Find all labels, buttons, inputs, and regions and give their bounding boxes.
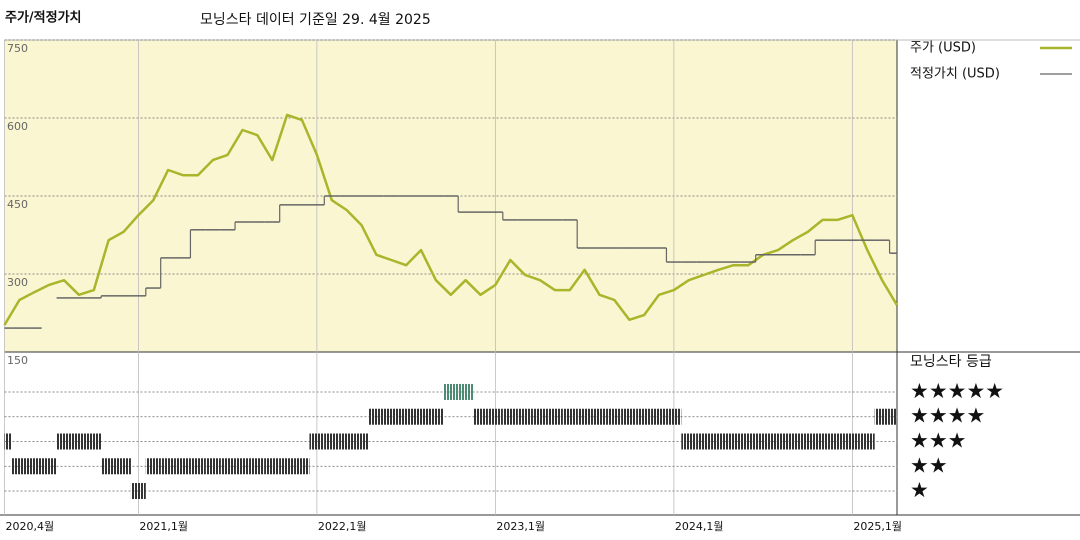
rating-bar (844, 433, 860, 450)
rating-bar (354, 433, 369, 450)
legend-label: 적정가치 (USD) (910, 67, 1000, 82)
rating-bar (279, 458, 295, 475)
x-tick-label: 2025,1월 (853, 520, 902, 533)
rating-bar (830, 433, 845, 450)
rating-label: ★★★ (910, 429, 966, 453)
rating-bar (606, 408, 622, 425)
rating-bar (11, 458, 27, 475)
rating-bar (294, 458, 310, 475)
rating-bar (502, 408, 518, 425)
rating-bar (696, 433, 712, 450)
rating-bar (428, 408, 444, 425)
rating-bar (309, 433, 325, 450)
rating-bar (26, 458, 42, 475)
rating-bar (443, 383, 459, 400)
rating-bar (874, 408, 890, 425)
rating-bar (621, 408, 637, 425)
rating-bar (4, 433, 12, 450)
rating-bar (636, 408, 652, 425)
rating-bar (770, 433, 786, 450)
y-tick-label: 750 (7, 42, 28, 55)
rating-bar (101, 458, 117, 475)
rating-bar (755, 433, 771, 450)
rating-bar (517, 408, 533, 425)
rating-bar (740, 433, 756, 450)
rating-bar (116, 458, 131, 475)
rating-bar (889, 408, 897, 425)
rating-bar (160, 458, 176, 475)
x-tick-label: 2023,1월 (496, 520, 545, 533)
x-tick-label: 2020,4월 (6, 520, 55, 533)
y-tick-label: 150 (7, 354, 28, 367)
rating-bar (71, 433, 87, 450)
rating-bar (190, 458, 206, 475)
rating-bar (785, 433, 801, 450)
rating-bar (562, 408, 578, 425)
y-tick-label: 600 (7, 120, 28, 133)
rating-bar (711, 433, 726, 450)
chart-subtitle: 모닝스타 데이터 기준일 29. 4월 2025 (200, 12, 431, 28)
price-line (3, 113, 899, 326)
rating-bar (681, 433, 697, 450)
rating-bar (235, 458, 250, 475)
rating-bar (175, 458, 191, 475)
rating-bar (368, 408, 384, 425)
rating-bar (220, 458, 236, 475)
rating-bar (130, 483, 146, 500)
rating-bar (800, 433, 816, 450)
x-tick-label: 2021,1월 (139, 520, 188, 533)
rating-bar (145, 458, 161, 475)
rating-bar (458, 383, 474, 400)
rating-bar (264, 458, 280, 475)
y-tick-label: 450 (7, 198, 28, 211)
rating-bar (249, 458, 265, 475)
rating-bar (547, 408, 563, 425)
y-tick-label: 300 (7, 276, 28, 289)
rating-bar (41, 458, 57, 475)
rating-bar (339, 433, 355, 450)
rating-bar (383, 408, 399, 425)
x-tick-label: 2024,1월 (675, 520, 724, 533)
rating-label: ★★★★ (910, 404, 985, 428)
rating-bar (86, 433, 102, 450)
rating-bar (651, 408, 667, 425)
rating-bar (398, 408, 414, 425)
rating-bar (324, 433, 340, 450)
x-tick-label: 2022,1월 (318, 520, 367, 533)
rating-label: ★ (910, 478, 929, 502)
rating-label: ★★ (910, 453, 948, 477)
rating-bar (666, 408, 682, 425)
rating-bar (815, 433, 831, 450)
rating-bar (487, 408, 503, 425)
rating-bar (473, 408, 488, 425)
rating-bar (725, 433, 741, 450)
rating-bar (859, 433, 875, 450)
rating-bar (592, 408, 607, 425)
legend-label: 주가 (USD) (910, 41, 976, 56)
rating-heading: 모닝스타 등급 (910, 354, 992, 370)
rating-bar (205, 458, 221, 475)
rating-bar (56, 433, 72, 450)
chart-title: 주가/적정가치 (5, 10, 82, 26)
rating-bar (577, 408, 593, 425)
rating-bar (413, 408, 429, 425)
rating-label: ★★★★★ (910, 379, 1004, 403)
rating-bar (532, 408, 548, 425)
